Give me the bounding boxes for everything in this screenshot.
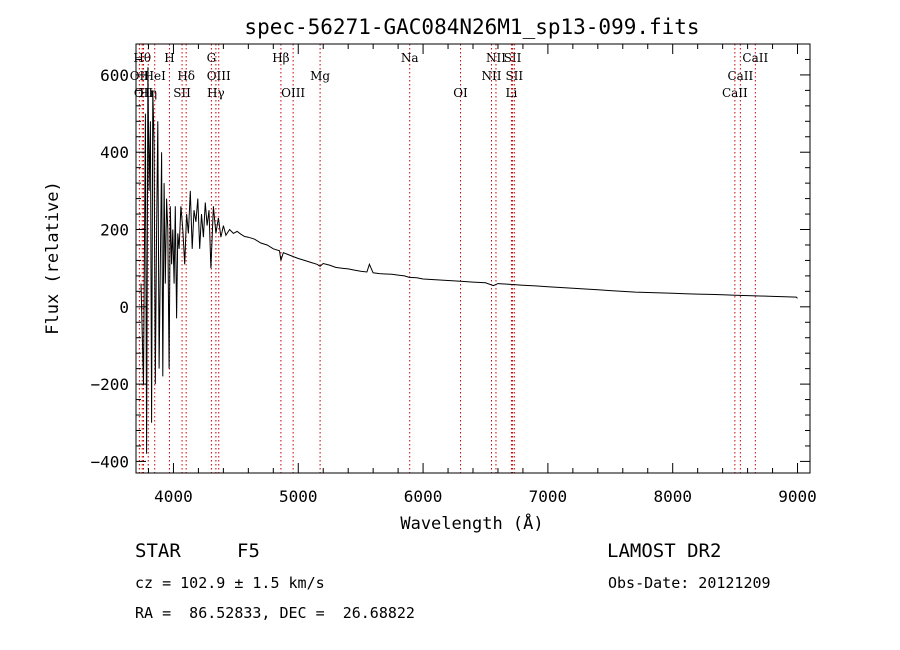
- line-marker-label: Na: [401, 51, 419, 65]
- y-axis: −400 −200 0 200 400 600: [90, 58, 810, 471]
- object-class: STAR: [135, 540, 181, 562]
- plot-frame: [135, 43, 811, 474]
- line-marker-label: H: [164, 51, 174, 65]
- object-subclass: F5: [237, 540, 260, 562]
- x-tick-label: 4000: [154, 487, 193, 506]
- x-tick-label: 9000: [778, 487, 817, 506]
- line-marker-label: Hβ: [272, 51, 289, 65]
- x-axis-label: Wavelength (Å): [400, 512, 543, 534]
- line-marker-label: G: [207, 51, 217, 65]
- x-tick-label: 7000: [529, 487, 568, 506]
- x-tick-label: 8000: [653, 487, 692, 506]
- line-marker-label: SII: [505, 69, 523, 83]
- line-markers: HθOIIOIIHηHeIHHδSIIGOIIIHγHβOIIIMgNaOINI…: [130, 44, 768, 473]
- y-tick-label: 400: [100, 143, 129, 162]
- y-tick-label: 200: [100, 221, 129, 240]
- line-marker-label: OIII: [281, 86, 305, 100]
- y-tick-label: 0: [119, 298, 129, 317]
- line-marker-label: Hθ: [133, 51, 151, 65]
- line-marker-label: OIII: [207, 69, 231, 83]
- spectrum-line-group: [140, 67, 798, 454]
- line-marker-label: HeI: [144, 69, 167, 83]
- chart-title: spec-56271-GAC084N26M1_sp13-099.fits: [244, 15, 699, 39]
- line-marker-label: Li: [506, 86, 518, 100]
- y-tick-label: −400: [90, 452, 129, 471]
- x-tick-label: 6000: [404, 487, 443, 506]
- line-marker-label: Hγ: [207, 86, 225, 100]
- line-marker-label: CaII: [727, 69, 753, 83]
- line-marker-label: Hδ: [177, 69, 195, 83]
- redshift-text: cz = 102.9 ± 1.5 km/s: [135, 574, 325, 592]
- y-tick-label: 600: [100, 66, 129, 85]
- line-marker-label: OII: [130, 69, 150, 83]
- line-marker-label: SII: [173, 86, 191, 100]
- y-tick-label: −200: [90, 375, 129, 394]
- spectrum-chart: spec-56271-GAC084N26M1_sp13-099.fits Hθ O…: [43, 15, 817, 534]
- coordinates-text: RA = 86.52833, DEC = 26.68822: [135, 604, 415, 622]
- line-marker-label: OI: [453, 86, 468, 100]
- survey-name: LAMOST DR2: [607, 540, 722, 562]
- line-marker-label: CaII: [722, 86, 748, 100]
- x-tick-label: 5000: [279, 487, 318, 506]
- line-marker-label: Mg: [310, 69, 330, 83]
- x-axis: 4000 5000 6000 7000 8000 9000: [147, 44, 817, 506]
- line-marker-label: NII: [481, 69, 501, 83]
- spectrum-line: [140, 67, 798, 454]
- line-marker-label: SII: [504, 51, 522, 65]
- observation-date: Obs-Date: 20121209: [608, 574, 771, 592]
- y-axis-label: Flux (relative): [43, 181, 63, 335]
- line-marker-label: CaII: [742, 51, 768, 65]
